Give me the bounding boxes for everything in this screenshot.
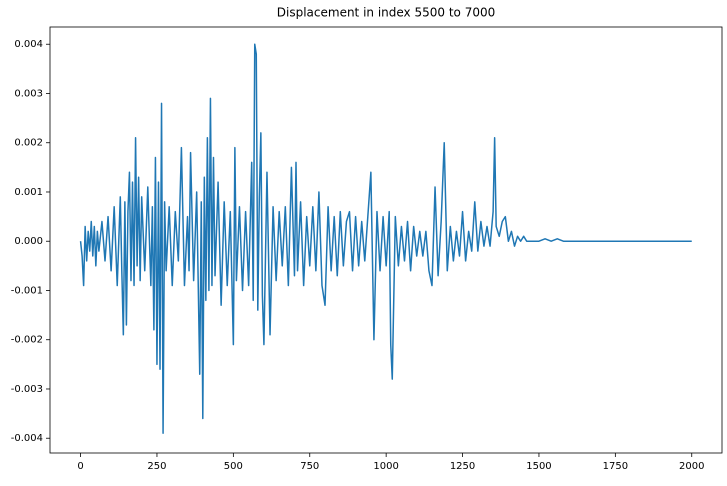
plot-frame: [49, 26, 723, 454]
y-tick-label: -0.002: [11, 335, 43, 346]
x-tick-label: 1500: [526, 461, 551, 472]
chart-title: Displacement in index 5500 to 7000: [277, 6, 495, 20]
y-tick-label: 0.004: [14, 39, 43, 50]
x-tick-label: 0: [77, 461, 83, 472]
y-tick-label: -0.001: [11, 285, 43, 296]
x-tick-label: 1750: [603, 461, 628, 472]
x-tick-label: 500: [224, 461, 243, 472]
y-tick-label: 0.002: [14, 138, 43, 149]
x-tick-label: 1250: [450, 461, 475, 472]
y-tick-label: -0.004: [11, 433, 43, 444]
y-tick-label: 0.000: [14, 236, 43, 247]
y-tick-label: -0.003: [11, 384, 43, 395]
y-tick-label: 0.003: [14, 88, 43, 99]
x-tick-label: 750: [300, 461, 319, 472]
x-tick-label: 2000: [679, 461, 704, 472]
x-tick-label: 1000: [373, 461, 398, 472]
y-tick-label: 0.001: [14, 187, 43, 198]
x-tick-label: 250: [147, 461, 166, 472]
data-line: [79, 43, 692, 435]
